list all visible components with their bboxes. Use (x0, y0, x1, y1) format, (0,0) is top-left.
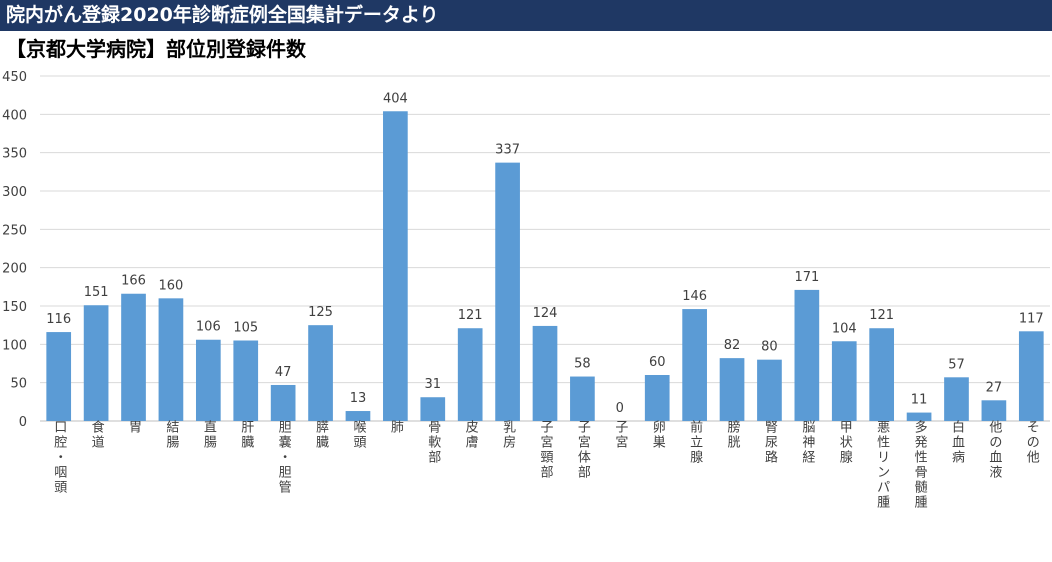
bar (532, 325, 558, 421)
category-label: 子宮体部 (578, 420, 591, 480)
data-label: 82 (724, 338, 741, 353)
bar (981, 400, 1007, 421)
category-label: 胃 (129, 420, 142, 435)
category-label: その他 (1027, 420, 1040, 465)
data-label: 404 (383, 91, 408, 106)
bar (121, 293, 146, 421)
y-tick-label: 150 (2, 300, 27, 315)
data-label: 166 (121, 274, 146, 289)
bar (644, 375, 670, 421)
bar (1018, 331, 1044, 421)
data-label: 27 (986, 380, 1003, 395)
data-label: 80 (761, 340, 778, 355)
data-label: 121 (869, 308, 894, 323)
data-label: 31 (425, 377, 442, 392)
data-label: 0 (616, 401, 624, 416)
data-label: 11 (911, 393, 928, 408)
header-banner: 院内がん登録2020年診断症例全国集計データより (0, 0, 1052, 31)
y-tick-label: 400 (2, 108, 27, 123)
category-label: 肺 (391, 420, 404, 435)
data-label: 337 (495, 143, 520, 158)
category-label: 子宮頸部 (541, 420, 554, 480)
bar (570, 376, 595, 421)
data-label: 104 (832, 321, 857, 336)
chart-title: 【京都大学病院】部位別登録件数 (6, 37, 306, 61)
y-tick-label: 50 (10, 377, 27, 392)
data-label: 124 (533, 306, 558, 321)
category-label: 白血病 (952, 419, 965, 465)
data-label: 105 (233, 321, 258, 336)
bar (158, 298, 184, 421)
category-label: 卵巣 (653, 420, 666, 450)
bar (831, 341, 857, 421)
data-label: 171 (794, 270, 819, 285)
y-tick-label: 350 (2, 147, 27, 162)
data-label: 13 (350, 391, 367, 406)
bar (869, 328, 895, 421)
bar (944, 377, 969, 421)
bar (495, 162, 520, 421)
bar (383, 111, 408, 422)
category-label: 他の血液 (989, 420, 1002, 480)
bar (794, 289, 820, 421)
category-label: 乳房 (503, 420, 516, 450)
category-label: 多発性骨髄腫 (915, 419, 928, 510)
data-label: 151 (84, 285, 109, 300)
category-label: 喉頭 (353, 420, 366, 450)
bar (345, 411, 371, 421)
banner-title: 院内がん登録2020年診断症例全国集計データより (6, 4, 439, 26)
bar (308, 325, 333, 421)
category-label: 肝臓 (241, 420, 254, 450)
data-label: 146 (682, 289, 707, 304)
category-label: 結腸 (166, 420, 179, 450)
y-tick-label: 0 (19, 415, 27, 430)
bar (906, 412, 932, 421)
category-label: 甲状腺 (840, 420, 853, 465)
category-label: 膵臓 (316, 420, 329, 450)
category-label: 胆嚢・胆管 (279, 420, 292, 495)
category-label: 前立腺 (690, 419, 703, 465)
data-label: 57 (948, 357, 965, 372)
category-label: 食道 (92, 419, 105, 450)
data-label: 121 (458, 308, 483, 323)
data-label: 160 (159, 278, 184, 293)
bar (195, 339, 221, 421)
category-label: 直腸 (204, 420, 217, 450)
data-label: 117 (1019, 311, 1044, 326)
category-label: 腎尿路 (765, 420, 778, 465)
category-label: 皮膚 (466, 420, 479, 450)
category-label: 口腔・咽頭 (54, 420, 67, 495)
data-label: 58 (574, 357, 591, 372)
data-label: 106 (196, 320, 221, 335)
category-label: 膀胱 (728, 419, 741, 450)
bar (682, 309, 707, 421)
bar (46, 332, 72, 421)
bar (233, 340, 259, 421)
data-label: 60 (649, 355, 666, 370)
bar (457, 328, 483, 421)
bar (757, 359, 782, 421)
y-tick-label: 100 (2, 338, 27, 353)
category-label: 骨軟部 (428, 420, 441, 465)
data-label: 47 (275, 365, 292, 380)
bar (420, 397, 446, 421)
y-tick-label: 200 (2, 262, 27, 277)
y-tick-label: 450 (2, 70, 27, 85)
y-tick-label: 250 (2, 223, 27, 238)
data-label: 116 (46, 312, 71, 327)
category-label: 子宮 (615, 420, 628, 450)
bar (719, 358, 745, 421)
data-label: 125 (308, 305, 333, 320)
bar (270, 384, 296, 421)
category-label: 脳神経 (802, 420, 815, 465)
y-tick-label: 300 (2, 185, 27, 200)
bar (83, 305, 109, 421)
category-label: 悪性リンパ腫 (877, 420, 890, 510)
